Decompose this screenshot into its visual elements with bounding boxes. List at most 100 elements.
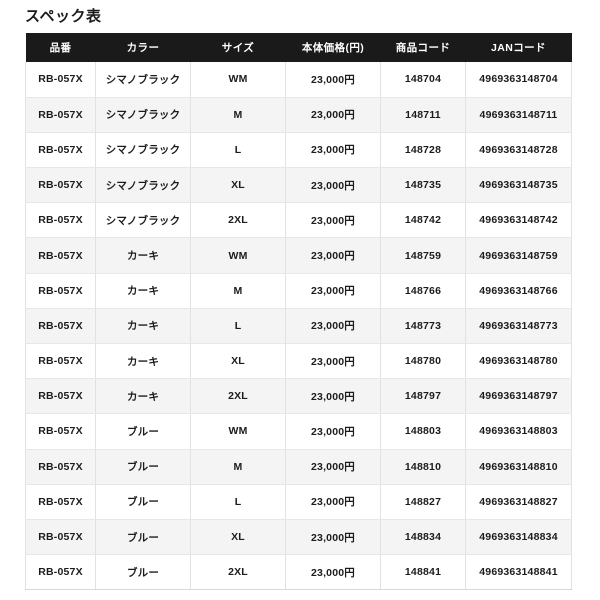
cell-price: 23,000円 xyxy=(285,378,381,415)
column-header-jan_code: JANコード xyxy=(491,42,546,54)
cell-color: ブルー xyxy=(95,484,191,520)
cell-jan_code: 4969363148803 xyxy=(465,413,572,450)
cell-price: 23,000円 xyxy=(285,237,381,274)
cell-color: ブルー xyxy=(95,449,191,485)
cell-jan_code: 4969363148728 xyxy=(465,132,572,169)
cell-size: M xyxy=(190,449,286,485)
table-row: RB-057X シマノブラック WM 23,000円 148704 49693631487… xyxy=(25,62,572,98)
cell-item_code: 148780 xyxy=(380,343,466,380)
table-row: RB-057X カーキ WM 23,000円 148759 4969363148759 xyxy=(25,237,572,274)
cell-size: 2XL xyxy=(190,378,286,415)
cell-price: 23,000円 xyxy=(285,308,381,345)
table-row: RB-057X シマノブラック M 23,000円 148711 496936314871… xyxy=(25,97,572,133)
cell-model_number: RB-057X xyxy=(25,484,96,520)
cell-color: シマノブラック xyxy=(95,132,191,169)
cell-model_number: RB-057X xyxy=(25,97,96,133)
cell-model_number: RB-057X xyxy=(25,308,96,345)
cell-color: カーキ xyxy=(95,378,191,415)
cell-item_code: 148834 xyxy=(380,519,466,556)
cell-model_number: RB-057X xyxy=(25,449,96,485)
cell-jan_code: 4969363148773 xyxy=(465,308,572,345)
cell-item_code: 148766 xyxy=(380,273,466,309)
table-row: RB-057X ブルー WM 23,000円 148803 4969363148803 xyxy=(25,413,572,450)
cell-color: シマノブラック xyxy=(95,202,191,239)
cell-item_code: 148735 xyxy=(380,167,466,204)
cell-item_code: 148827 xyxy=(380,484,466,520)
cell-item_code: 148803 xyxy=(380,413,466,450)
cell-jan_code: 4969363148834 xyxy=(465,519,572,556)
cell-jan_code: 4969363148841 xyxy=(465,554,572,591)
cell-model_number: RB-057X xyxy=(25,554,96,591)
cell-size: L xyxy=(190,132,286,169)
cell-color: シマノブラック xyxy=(95,62,191,98)
cell-item_code: 148841 xyxy=(380,554,466,591)
cell-color: カーキ xyxy=(95,343,191,380)
cell-item_code: 148742 xyxy=(380,202,466,239)
cell-model_number: RB-057X xyxy=(25,132,96,169)
cell-size: XL xyxy=(190,167,286,204)
cell-size: M xyxy=(190,273,286,309)
cell-item_code: 148797 xyxy=(380,378,466,415)
column-header-item_code: 商品コード xyxy=(395,42,451,54)
table-row: RB-057X シマノブラック 2XL 23,000円 148742 4969363148… xyxy=(25,202,572,239)
cell-size: WM xyxy=(190,413,286,450)
cell-jan_code: 4969363148766 xyxy=(465,273,572,309)
cell-model_number: RB-057X xyxy=(25,62,96,98)
cell-price: 23,000円 xyxy=(285,343,381,380)
cell-size: WM xyxy=(190,237,286,274)
cell-jan_code: 4969363148735 xyxy=(465,167,572,204)
cell-model_number: RB-057X xyxy=(25,413,96,450)
cell-item_code: 148810 xyxy=(380,449,466,485)
cell-item_code: 148728 xyxy=(380,132,466,169)
column-header-price: 本体価格(円) xyxy=(301,42,365,54)
cell-color: カーキ xyxy=(95,308,191,345)
column-header-model_number: 品番 xyxy=(49,42,72,54)
table-row: RB-057X カーキ XL 23,000円 148780 4969363148780 xyxy=(25,343,572,380)
cell-item_code: 148773 xyxy=(380,308,466,345)
column-header-size: サイズ xyxy=(221,42,255,54)
cell-price: 23,000円 xyxy=(285,413,381,450)
cell-color: カーキ xyxy=(95,273,191,309)
spec-table-container: 品番 カラー サイズ 本体価格(円) 商品コード JANコード RB-057X シマノブラッ… xyxy=(25,33,572,591)
spec-table: 品番 カラー サイズ 本体価格(円) 商品コード JANコード RB-057X シマノブラッ… xyxy=(25,33,572,591)
cell-price: 23,000円 xyxy=(285,273,381,309)
cell-size: L xyxy=(190,484,286,520)
table-row: RB-057X ブルー M 23,000円 148810 4969363148810 xyxy=(25,449,572,485)
cell-size: M xyxy=(190,97,286,133)
cell-jan_code: 4969363148704 xyxy=(465,62,572,98)
cell-size: XL xyxy=(190,343,286,380)
cell-jan_code: 4969363148780 xyxy=(465,343,572,380)
cell-color: シマノブラック xyxy=(95,167,191,204)
cell-jan_code: 4969363148742 xyxy=(465,202,572,239)
cell-item_code: 148759 xyxy=(380,237,466,274)
cell-price: 23,000円 xyxy=(285,202,381,239)
cell-size: 2XL xyxy=(190,202,286,239)
cell-model_number: RB-057X xyxy=(25,519,96,556)
table-row: RB-057X カーキ M 23,000円 148766 4969363148766 xyxy=(25,273,572,309)
table-row: RB-057X カーキ 2XL 23,000円 148797 4969363148797 xyxy=(25,378,572,415)
cell-size: L xyxy=(190,308,286,345)
cell-color: ブルー xyxy=(95,413,191,450)
cell-model_number: RB-057X xyxy=(25,202,96,239)
table-row: RB-057X シマノブラック L 23,000円 148728 496936314872… xyxy=(25,132,572,169)
cell-price: 23,000円 xyxy=(285,449,381,485)
cell-price: 23,000円 xyxy=(285,484,381,520)
cell-price: 23,000円 xyxy=(285,132,381,169)
cell-price: 23,000円 xyxy=(285,554,381,591)
cell-model_number: RB-057X xyxy=(25,167,96,204)
cell-price: 23,000円 xyxy=(285,62,381,98)
cell-model_number: RB-057X xyxy=(25,378,96,415)
cell-jan_code: 4969363148797 xyxy=(465,378,572,415)
cell-jan_code: 4969363148827 xyxy=(465,484,572,520)
table-row: RB-057X ブルー L 23,000円 148827 4969363148827 xyxy=(25,484,572,520)
cell-model_number: RB-057X xyxy=(25,273,96,309)
cell-jan_code: 4969363148759 xyxy=(465,237,572,274)
cell-jan_code: 4969363148810 xyxy=(465,449,572,485)
cell-price: 23,000円 xyxy=(285,167,381,204)
table-row: RB-057X ブルー 2XL 23,000円 148841 4969363148841 xyxy=(25,554,572,591)
cell-model_number: RB-057X xyxy=(25,237,96,274)
cell-color: カーキ xyxy=(95,237,191,274)
table-row: RB-057X ブルー XL 23,000円 148834 4969363148834 xyxy=(25,519,572,556)
cell-size: 2XL xyxy=(190,554,286,591)
